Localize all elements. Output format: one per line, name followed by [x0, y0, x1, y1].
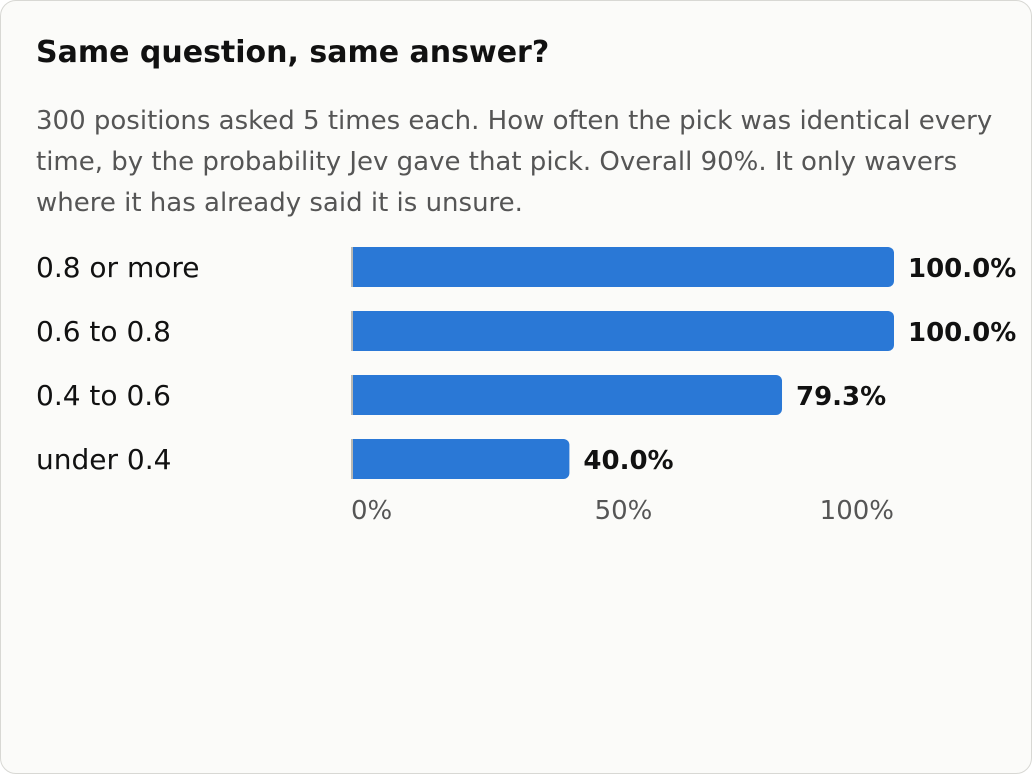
bar-left-edge	[353, 311, 361, 351]
x-tick-label: 50%	[595, 496, 653, 526]
baseline-segment	[351, 439, 353, 479]
category-label: under 0.4	[36, 443, 171, 476]
value-label: 79.3%	[796, 382, 886, 412]
category-label: 0.8 or more	[36, 251, 200, 284]
bar	[353, 439, 570, 479]
bar	[353, 311, 894, 351]
bar-left-edge	[353, 247, 361, 287]
baseline-segment	[351, 247, 353, 287]
bar-left-edge	[353, 375, 361, 415]
value-label: 40.0%	[583, 446, 673, 476]
bar	[353, 375, 783, 415]
bar-left-edge	[353, 439, 361, 479]
value-label: 100.0%	[908, 318, 1016, 348]
category-label: 0.4 to 0.6	[36, 379, 171, 412]
category-label: 0.6 to 0.8	[36, 315, 171, 348]
x-tick-label: 100%	[820, 496, 894, 526]
chart-title: Same question, same answer?	[36, 35, 550, 70]
bar	[353, 247, 894, 287]
value-label: 100.0%	[908, 254, 1016, 284]
baseline-segment	[351, 311, 353, 351]
baseline-segment	[351, 375, 353, 415]
chart-subtitle: 300 positions asked 5 times each. How of…	[36, 106, 993, 218]
x-tick-label: 0%	[351, 496, 392, 526]
